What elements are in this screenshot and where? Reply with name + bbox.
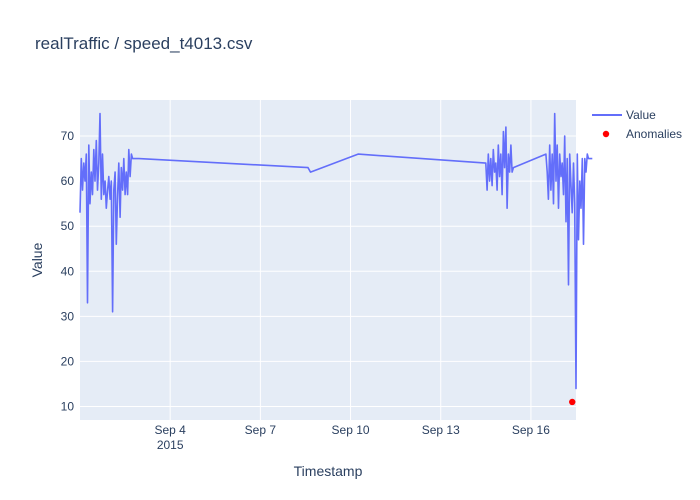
series-line-value [79, 112, 593, 390]
x-tick-label: Sep 4 [155, 423, 187, 437]
y-axis-title: Value [29, 242, 45, 277]
x-tick-year-label: 2015 [157, 438, 184, 452]
plot-area [80, 100, 576, 420]
legend-item-label[interactable]: Value [626, 108, 656, 122]
y-tick-label: 60 [61, 174, 75, 188]
legend[interactable]: Value Anomalies [592, 108, 682, 141]
y-tick-label: 50 [61, 219, 75, 233]
x-axis-title: Timestamp [294, 463, 363, 479]
x-tick-label: Sep 13 [422, 423, 460, 437]
y-tick-label: 70 [61, 129, 75, 143]
x-tick-label: Sep 7 [245, 423, 277, 437]
marker-layer [569, 398, 576, 406]
y-tick-label: 40 [61, 264, 75, 278]
chart-title: realTraffic / speed_t4013.csv [35, 34, 253, 53]
y-tick-label: 30 [61, 309, 75, 323]
grid-layer [80, 100, 576, 420]
legend-item-label[interactable]: Anomalies [626, 127, 682, 141]
series-layer [79, 112, 593, 390]
x-tick-label: Sep 10 [332, 423, 370, 437]
y-tick-label: 20 [61, 354, 75, 368]
y-tick-label: 10 [61, 399, 75, 413]
anomaly-point [569, 398, 576, 406]
legend-marker-swatch [602, 130, 610, 138]
x-tick-label: Sep 16 [512, 423, 550, 437]
